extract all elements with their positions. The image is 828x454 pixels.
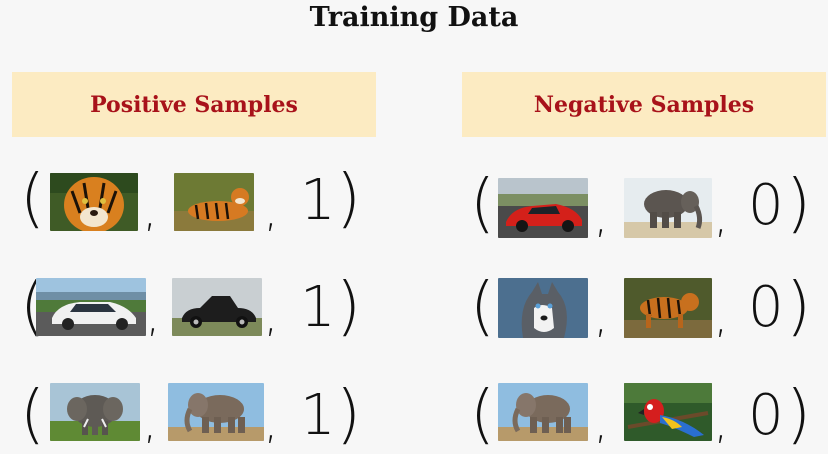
tiger-walking-image (624, 278, 712, 338)
comma: , (714, 292, 728, 343)
close-paren: ) (786, 270, 811, 344)
close-paren: ) (786, 167, 811, 241)
comma: , (264, 398, 278, 449)
comma: , (264, 186, 278, 237)
vintage-car-image (172, 278, 262, 336)
positive-label: 1 (300, 275, 336, 340)
negative-label: 0 (748, 173, 784, 238)
positive-label: 1 (300, 383, 336, 448)
tiger-face-image (50, 173, 138, 231)
close-paren: ) (336, 378, 361, 452)
tiger-lying-image (174, 173, 254, 231)
elephant-front-image (50, 383, 140, 441)
negative-samples-header: Negative Samples (462, 72, 826, 137)
white-car-image (36, 278, 146, 336)
negative-label: 0 (748, 275, 784, 340)
slide-title: Training Data (309, 2, 519, 33)
positive-samples-header: Positive Samples (12, 72, 376, 137)
red-sports-car-image (498, 178, 588, 238)
comma: , (264, 291, 278, 342)
open-paren: ( (20, 162, 45, 236)
negative-label: 0 (748, 383, 784, 448)
open-paren: ( (470, 167, 495, 241)
parrot-image (624, 383, 712, 441)
close-paren: ) (336, 270, 361, 344)
comma: , (146, 291, 160, 342)
elephant-side-image (624, 178, 712, 238)
elephant-walking-image (498, 383, 588, 441)
open-paren: ( (470, 378, 495, 452)
comma: , (714, 398, 728, 449)
comma: , (594, 292, 608, 343)
comma: , (594, 192, 608, 243)
comma: , (714, 192, 728, 243)
husky-image (498, 278, 588, 338)
comma: , (594, 398, 608, 449)
close-paren: ) (786, 378, 811, 452)
positive-label: 1 (300, 168, 336, 233)
open-paren: ( (20, 378, 45, 452)
elephant-walking-image (168, 383, 264, 441)
comma: , (143, 398, 157, 449)
open-paren: ( (470, 270, 495, 344)
comma: , (143, 186, 157, 237)
close-paren: ) (336, 162, 361, 236)
